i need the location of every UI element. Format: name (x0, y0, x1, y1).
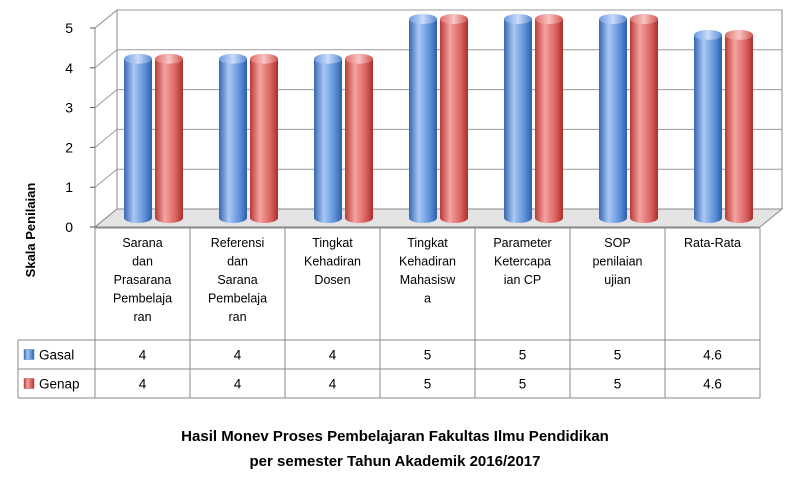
y-tick-label: 3 (65, 100, 73, 116)
data-label: 4 (329, 377, 337, 392)
category-label: Parameter (493, 236, 551, 250)
category-label: ran (228, 310, 246, 324)
legend-label-genap: Genap (39, 377, 80, 392)
data-table: Sarana dan Prasarana Pembelaja ran Referensi d… (17, 227, 761, 399)
legend-label-gasal: Gasal (39, 348, 74, 363)
category-label: Tingkat (312, 236, 353, 250)
data-label: 5 (519, 377, 527, 392)
data-label: 4 (139, 377, 147, 392)
data-label: 4 (234, 348, 242, 363)
category-label: Prasarana (114, 273, 172, 287)
bar-gasal-1 (219, 53, 247, 223)
bar-genap-2 (345, 53, 373, 223)
category-label: SOP (604, 236, 630, 250)
data-label: 4 (329, 348, 337, 363)
chart-subtitle: per semester Tahun Akademik 2016/2017 (250, 453, 541, 470)
category-label: dan (227, 255, 248, 269)
bar-gasal-0 (124, 53, 152, 223)
category-label: Sarana (122, 236, 162, 250)
category-label: dan (132, 255, 153, 269)
data-label: 4 (234, 377, 242, 392)
data-label: 5 (519, 348, 527, 363)
category-label: ran (133, 310, 151, 324)
category-label: Referensi (211, 236, 265, 250)
bar-genap-3 (440, 14, 468, 223)
category-label: Kehadiran (399, 255, 456, 269)
gridline (94, 9, 782, 29)
side-wall (94, 8, 118, 229)
category-label: penilaian (592, 255, 642, 269)
data-label: 4.6 (703, 377, 722, 392)
y-tick-label: 4 (65, 60, 73, 76)
data-label: 4.6 (703, 348, 722, 363)
bar-gasal-5 (599, 14, 627, 223)
y-axis-label: Skala Penilaian (23, 183, 38, 278)
bar-genap-0 (155, 53, 183, 223)
data-label: 5 (424, 377, 432, 392)
chart-title: Hasil Monev Proses Pembelajaran Fakultas… (181, 428, 609, 445)
data-label: 5 (424, 348, 432, 363)
bar-gasal-6 (694, 29, 722, 223)
category-label: Rata-Rata (684, 236, 741, 250)
bar-genap-5 (630, 14, 658, 223)
category-label: a (424, 292, 431, 306)
bar-genap-6 (725, 29, 753, 223)
legend-swatch-gasal (23, 349, 35, 360)
category-label: ujian (604, 273, 630, 287)
category-label: Pembelaja (113, 292, 172, 306)
y-tick-label: 1 (65, 179, 73, 195)
y-tick-label: 2 (65, 139, 73, 155)
floor (93, 208, 784, 228)
data-label: 4 (139, 348, 147, 363)
category-label: Sarana (217, 273, 257, 287)
category-label: Kehadiran (304, 255, 361, 269)
category-label: Pembelaja (208, 292, 267, 306)
bar-gasal-4 (504, 14, 532, 223)
category-label: Tingkat (407, 236, 448, 250)
data-label: 5 (614, 377, 622, 392)
bar-genap-4 (535, 14, 563, 223)
y-tick-label: 5 (65, 20, 73, 36)
legend-swatch-genap (23, 378, 35, 389)
category-label: Mahasisw (400, 273, 457, 287)
category-label: Ketercapa (494, 255, 551, 269)
data-label: 5 (614, 348, 622, 363)
category-label: Dosen (314, 273, 350, 287)
bars-layer (124, 14, 753, 223)
bar-gasal-2 (314, 53, 342, 223)
y-tick-label: 0 (65, 219, 73, 235)
bar-gasal-3 (409, 14, 437, 223)
category-label: ian CP (504, 273, 542, 287)
bar-genap-1 (250, 53, 278, 223)
